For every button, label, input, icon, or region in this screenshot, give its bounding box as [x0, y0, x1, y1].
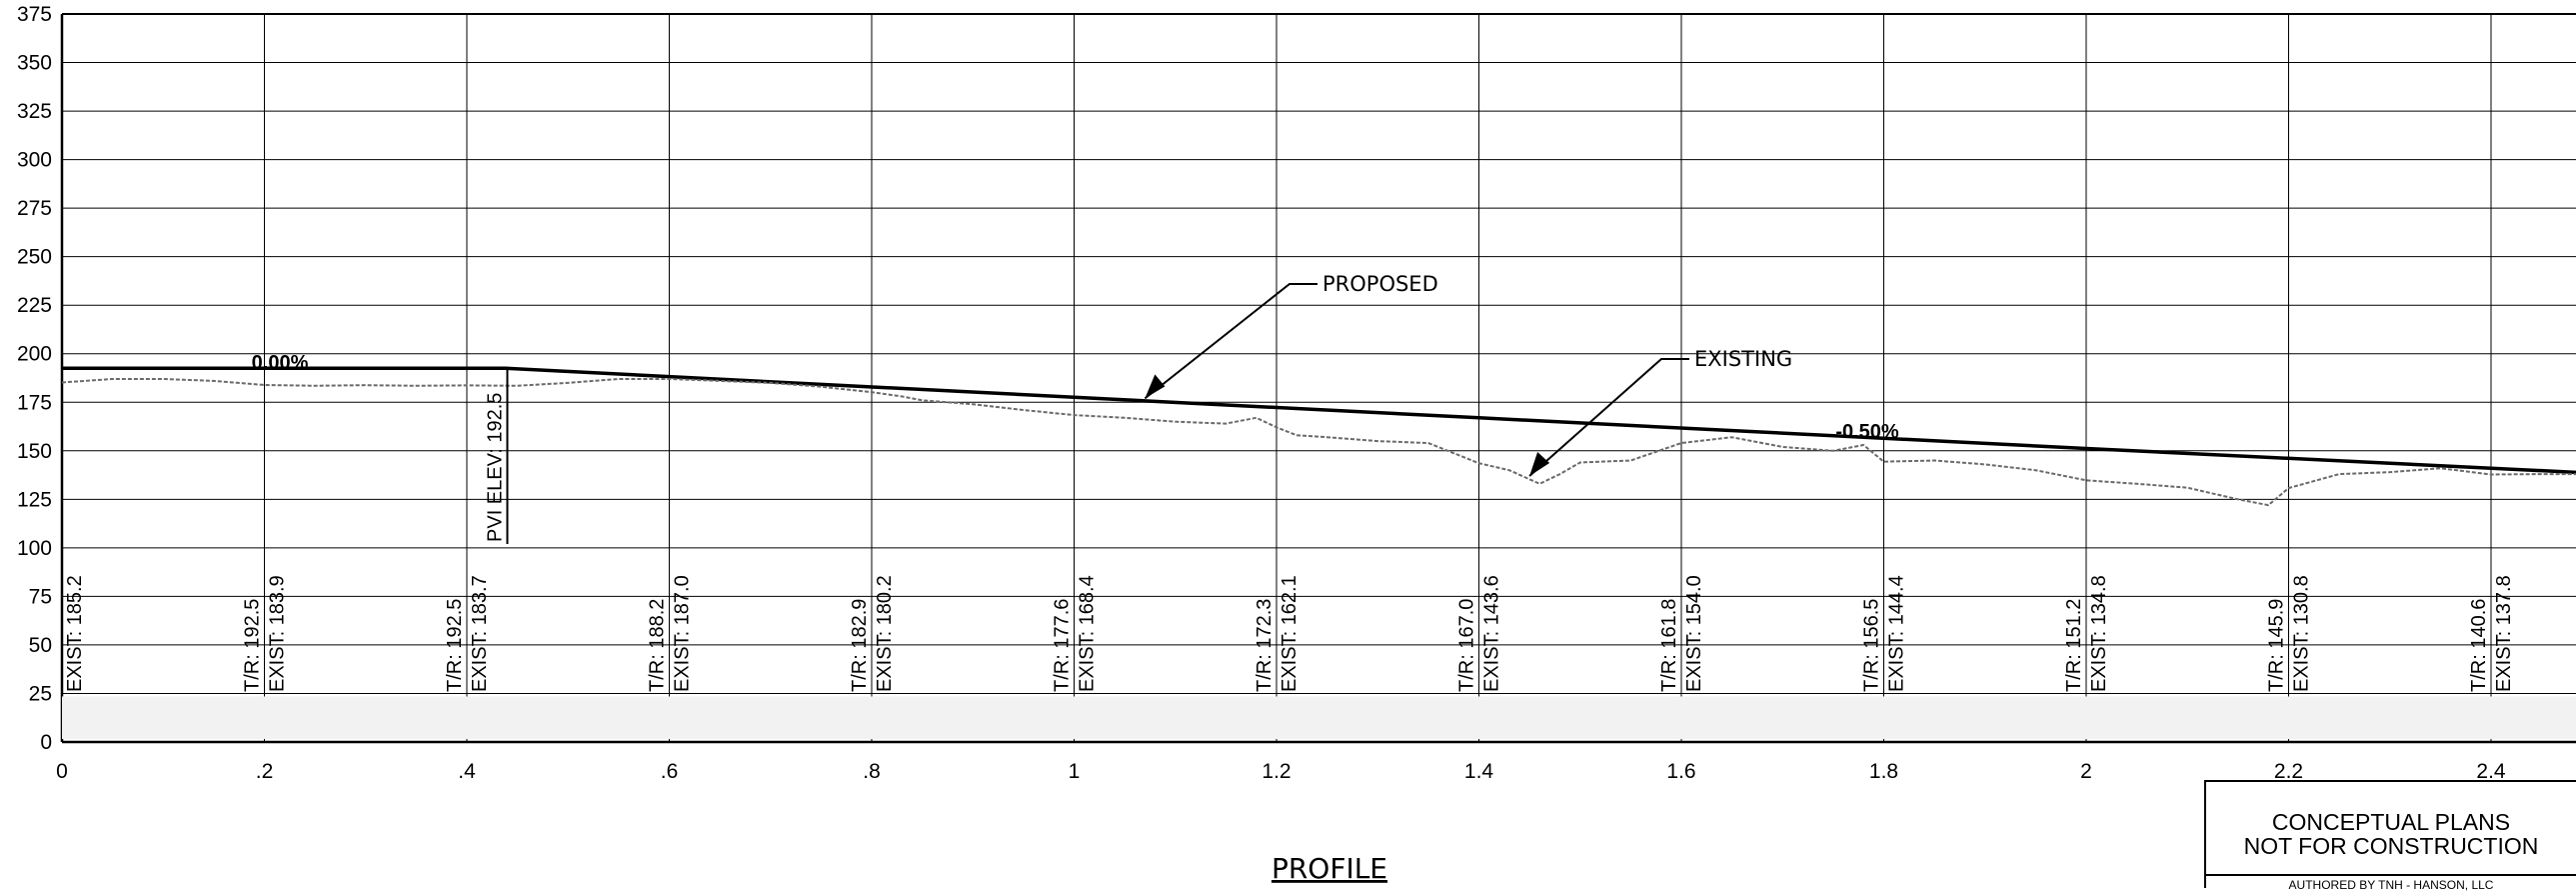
station-labels: EXIST: 185.2 T/R: 192.5 EXIST: 183.9 T/R: 1… — [64, 575, 2515, 692]
y-tick-label: 150 — [17, 440, 52, 463]
x-tick-label: .6 — [661, 760, 679, 783]
proposed-arrow — [1145, 374, 1166, 399]
pvi-label: PVI ELEV: 192.5 — [485, 393, 507, 542]
station-exist-label: EXIST: 183.9 — [267, 575, 289, 692]
x-tick-label: 1.8 — [1869, 760, 1898, 783]
title-separator — [2206, 874, 2576, 876]
station-exist-label: EXIST: 183.7 — [469, 575, 491, 692]
station-exist-label: EXIST: 180.2 — [874, 575, 896, 692]
x-tick-label: .4 — [458, 760, 476, 783]
station-tr-label: T/R: 172.3 — [1254, 599, 1276, 692]
x-tick-label: 0 — [56, 760, 68, 783]
station-exist-label: EXIST: 154.0 — [1683, 575, 1705, 692]
y-tick-label: 50 — [29, 634, 52, 657]
title-line-1: CONCEPTUAL PLANS — [2271, 809, 2511, 835]
proposed-callout: PROPOSED — [1322, 272, 1438, 296]
y-tick-label: 175 — [17, 391, 52, 414]
grade-label-1: 0.00% — [252, 352, 309, 374]
station-exist-label: EXIST: 185.2 — [64, 575, 86, 692]
y-tick-label: 350 — [17, 52, 52, 75]
y-tick-label: 325 — [17, 100, 52, 123]
station-exist-label: EXIST: 143.6 — [1481, 575, 1503, 692]
x-tick-label: .2 — [256, 760, 274, 783]
existing-leader — [1528, 358, 1689, 477]
profile-lines — [61, 366, 2576, 507]
station-tr-label: T/R: 156.5 — [1861, 599, 1883, 692]
station-exist-label: EXIST: 187.0 — [672, 575, 694, 692]
y-tick-label: 125 — [17, 488, 52, 511]
chart-title: PROFILE — [1272, 852, 1387, 885]
grade-label-2: -0.50% — [1835, 421, 1899, 443]
station-tr-label: T/R: 192.5 — [242, 599, 264, 692]
station-tr-label: T/R: 167.0 — [1456, 599, 1478, 692]
y-tick-label: 75 — [29, 585, 52, 608]
x-tick-label: 2 — [2080, 760, 2092, 783]
station-exist-label: EXIST: 130.8 — [2291, 575, 2313, 692]
y-tick-label: 25 — [29, 682, 52, 705]
x-tick-label: 2.2 — [2274, 760, 2303, 783]
station-tr-label: T/R: 161.8 — [1658, 599, 1680, 692]
proposed-line — [62, 366, 2576, 475]
y-tick-label: 200 — [17, 343, 52, 366]
station-exist-label: EXIST: 134.8 — [2088, 575, 2110, 692]
title-line-2: NOT FOR CONSTRUCTION — [2243, 833, 2539, 859]
existing-arrow — [1529, 452, 1550, 477]
station-exist-label: EXIST: 137.8 — [2493, 575, 2515, 692]
station-tr-label: T/R: 188.2 — [647, 599, 669, 692]
station-tr-label: T/R: 140.6 — [2468, 599, 2490, 692]
station-tr-label: T/R: 192.5 — [444, 599, 466, 692]
existing-callout: EXISTING — [1694, 347, 1792, 371]
y-tick-label: 375 — [17, 3, 52, 26]
y-tick-label: 0 — [40, 731, 52, 754]
station-tr-label: T/R: 182.9 — [849, 599, 871, 692]
x-tick-label: .8 — [863, 760, 881, 783]
y-tick-label: 250 — [17, 246, 52, 269]
title-block: CONCEPTUAL PLANS NOT FOR CONSTRUCTION AU… — [2204, 780, 2576, 892]
station-exist-label: EXIST: 162.1 — [1279, 575, 1300, 692]
station-exist-label: EXIST: 168.4 — [1077, 575, 1099, 692]
x-tick-label: 1 — [1069, 760, 1081, 783]
y-tick-label: 300 — [17, 149, 52, 172]
x-tick-label: 1.6 — [1666, 760, 1695, 783]
proposed-leader — [1144, 283, 1317, 400]
y-tick-label: 275 — [17, 197, 52, 220]
existing-line — [61, 377, 2576, 507]
station-tr-label: T/R: 145.9 — [2266, 599, 2288, 692]
station-tr-label: T/R: 151.2 — [2063, 599, 2085, 692]
station-tr-label: T/R: 177.6 — [1052, 599, 1074, 692]
x-tick-label: 2.4 — [2476, 760, 2506, 783]
station-exist-label: EXIST: 144.4 — [1886, 575, 1908, 692]
y-tick-label: 225 — [17, 294, 52, 317]
authored-by: AUTHORED BY TNH - HANSON, LLC — [2288, 878, 2494, 892]
y-axis-ticks: 0 25 50 75 100 125 150 175 200 225 250 275 300 325 350… — [17, 3, 52, 754]
x-tick-label: 1.4 — [1464, 760, 1494, 783]
ground-band — [62, 696, 2576, 739]
annotations: PROPOSED EXISTING 0.00% -0.50% PVI ELEV: 192… — [252, 272, 1899, 544]
y-tick-label: 100 — [17, 537, 52, 560]
x-axis-ticks: 0 .2 .4 .6 .8 1 1.2 1.4 1.6 1.8 2 2.2 2.4 — [56, 760, 2506, 783]
grid-lines — [60, 13, 2576, 744]
x-tick-label: 1.2 — [1262, 760, 1290, 783]
